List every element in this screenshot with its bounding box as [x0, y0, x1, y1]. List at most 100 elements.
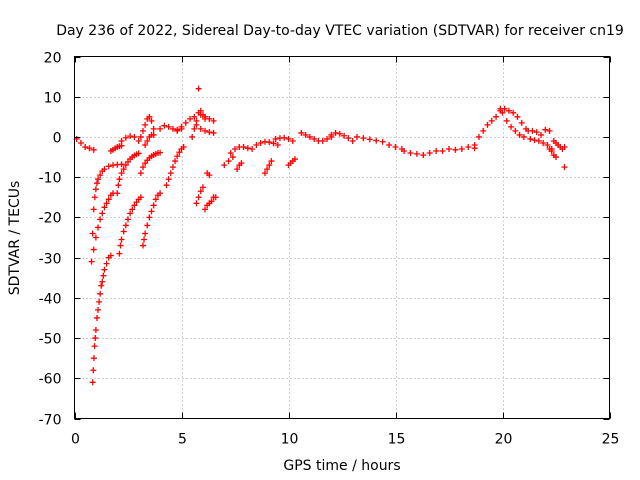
data-point: [529, 127, 536, 134]
data-point: [332, 129, 339, 136]
series-arc-13: [157, 122, 185, 133]
data-point: [127, 210, 134, 217]
series-arc-15: [174, 113, 198, 134]
data-point: [471, 141, 478, 148]
series-arc-30: [298, 129, 335, 144]
y-tick-label: 10: [44, 91, 62, 107]
data-point: [366, 136, 373, 143]
data-point: [146, 214, 153, 221]
data-point: [349, 137, 356, 144]
data-point: [189, 133, 196, 140]
data-point: [386, 141, 393, 148]
y-tick-label: 0: [53, 131, 62, 147]
data-point: [129, 206, 136, 213]
series-arc-10: [137, 149, 164, 177]
data-point: [157, 149, 164, 156]
data-point: [360, 135, 367, 142]
series-arc-20: [193, 184, 206, 207]
data-point: [135, 137, 142, 144]
data-point: [544, 141, 551, 148]
data-point: [167, 170, 174, 177]
data-point: [122, 134, 129, 141]
data-point: [144, 222, 151, 229]
data-point: [95, 306, 102, 313]
series-arc-24: [227, 144, 256, 157]
data-point: [96, 298, 103, 305]
tick-layer: 20 10 0 -10 -20 -30 -40 -50 -60 -70 0 5 10 15 20 25: [39, 51, 620, 448]
data-point: [97, 216, 104, 223]
data-point: [505, 107, 512, 114]
data-point: [137, 133, 144, 140]
data-point: [142, 121, 149, 128]
data-point: [142, 230, 149, 237]
data-point: [475, 133, 482, 140]
data-point: [118, 170, 125, 177]
series-arc-33: [401, 144, 478, 159]
series-arc-17: [193, 121, 217, 136]
data-point: [270, 140, 277, 147]
data-point: [452, 146, 459, 153]
data-point: [120, 166, 127, 173]
data-point: [527, 135, 534, 142]
data-point: [401, 148, 408, 155]
data-point: [493, 113, 500, 120]
data-point: [197, 125, 204, 132]
chart-title: Day 236 of 2022, Sidereal Day-to-day VTE…: [56, 23, 624, 39]
data-point: [379, 138, 386, 145]
data-point: [191, 113, 198, 120]
data-point: [172, 158, 179, 165]
data-point: [150, 202, 157, 209]
data-point: [139, 242, 146, 249]
data-point: [103, 200, 110, 207]
series-arc-31: [328, 129, 356, 144]
data-point: [150, 125, 157, 132]
data-point: [114, 190, 121, 197]
data-point: [458, 146, 465, 153]
data-point: [139, 127, 146, 134]
data-point: [165, 176, 172, 183]
x-tick-label: 25: [602, 432, 620, 448]
data-point: [165, 123, 172, 130]
data-point: [131, 202, 138, 209]
series-arc-19: [197, 111, 217, 124]
data-point: [139, 164, 146, 171]
data-point: [169, 164, 176, 171]
data-point: [98, 282, 105, 289]
data-point: [91, 343, 98, 350]
data-point: [520, 133, 527, 140]
data-layer: [73, 85, 568, 386]
data-point: [193, 200, 200, 207]
series-arc-07: [116, 194, 144, 257]
series-arc-25: [234, 160, 245, 173]
data-point: [503, 117, 510, 124]
series-arc-03: [89, 252, 114, 386]
y-tick-label: -70: [39, 413, 62, 429]
data-point: [373, 137, 380, 144]
series-arc-40: [550, 137, 568, 153]
data-point: [157, 125, 164, 132]
series-arc-29: [285, 156, 298, 169]
data-point: [538, 131, 545, 138]
data-point: [561, 164, 568, 171]
data-point: [97, 172, 104, 179]
data-point: [324, 135, 331, 142]
data-point: [202, 113, 209, 120]
data-point: [510, 109, 517, 116]
data-point: [249, 146, 256, 153]
data-point: [328, 131, 335, 138]
data-point: [116, 250, 123, 257]
data-point: [484, 121, 491, 128]
data-point: [212, 194, 219, 201]
data-point: [178, 123, 185, 130]
x-tick-label: 0: [71, 432, 80, 448]
data-point: [99, 210, 106, 217]
data-point: [125, 216, 131, 223]
data-point: [413, 150, 420, 157]
series-arc-11: [139, 190, 164, 249]
series-arc-18: [195, 85, 202, 92]
data-point: [516, 131, 523, 138]
data-point: [311, 135, 318, 142]
data-point: [302, 131, 309, 138]
data-point: [92, 186, 99, 193]
data-point: [95, 224, 102, 231]
